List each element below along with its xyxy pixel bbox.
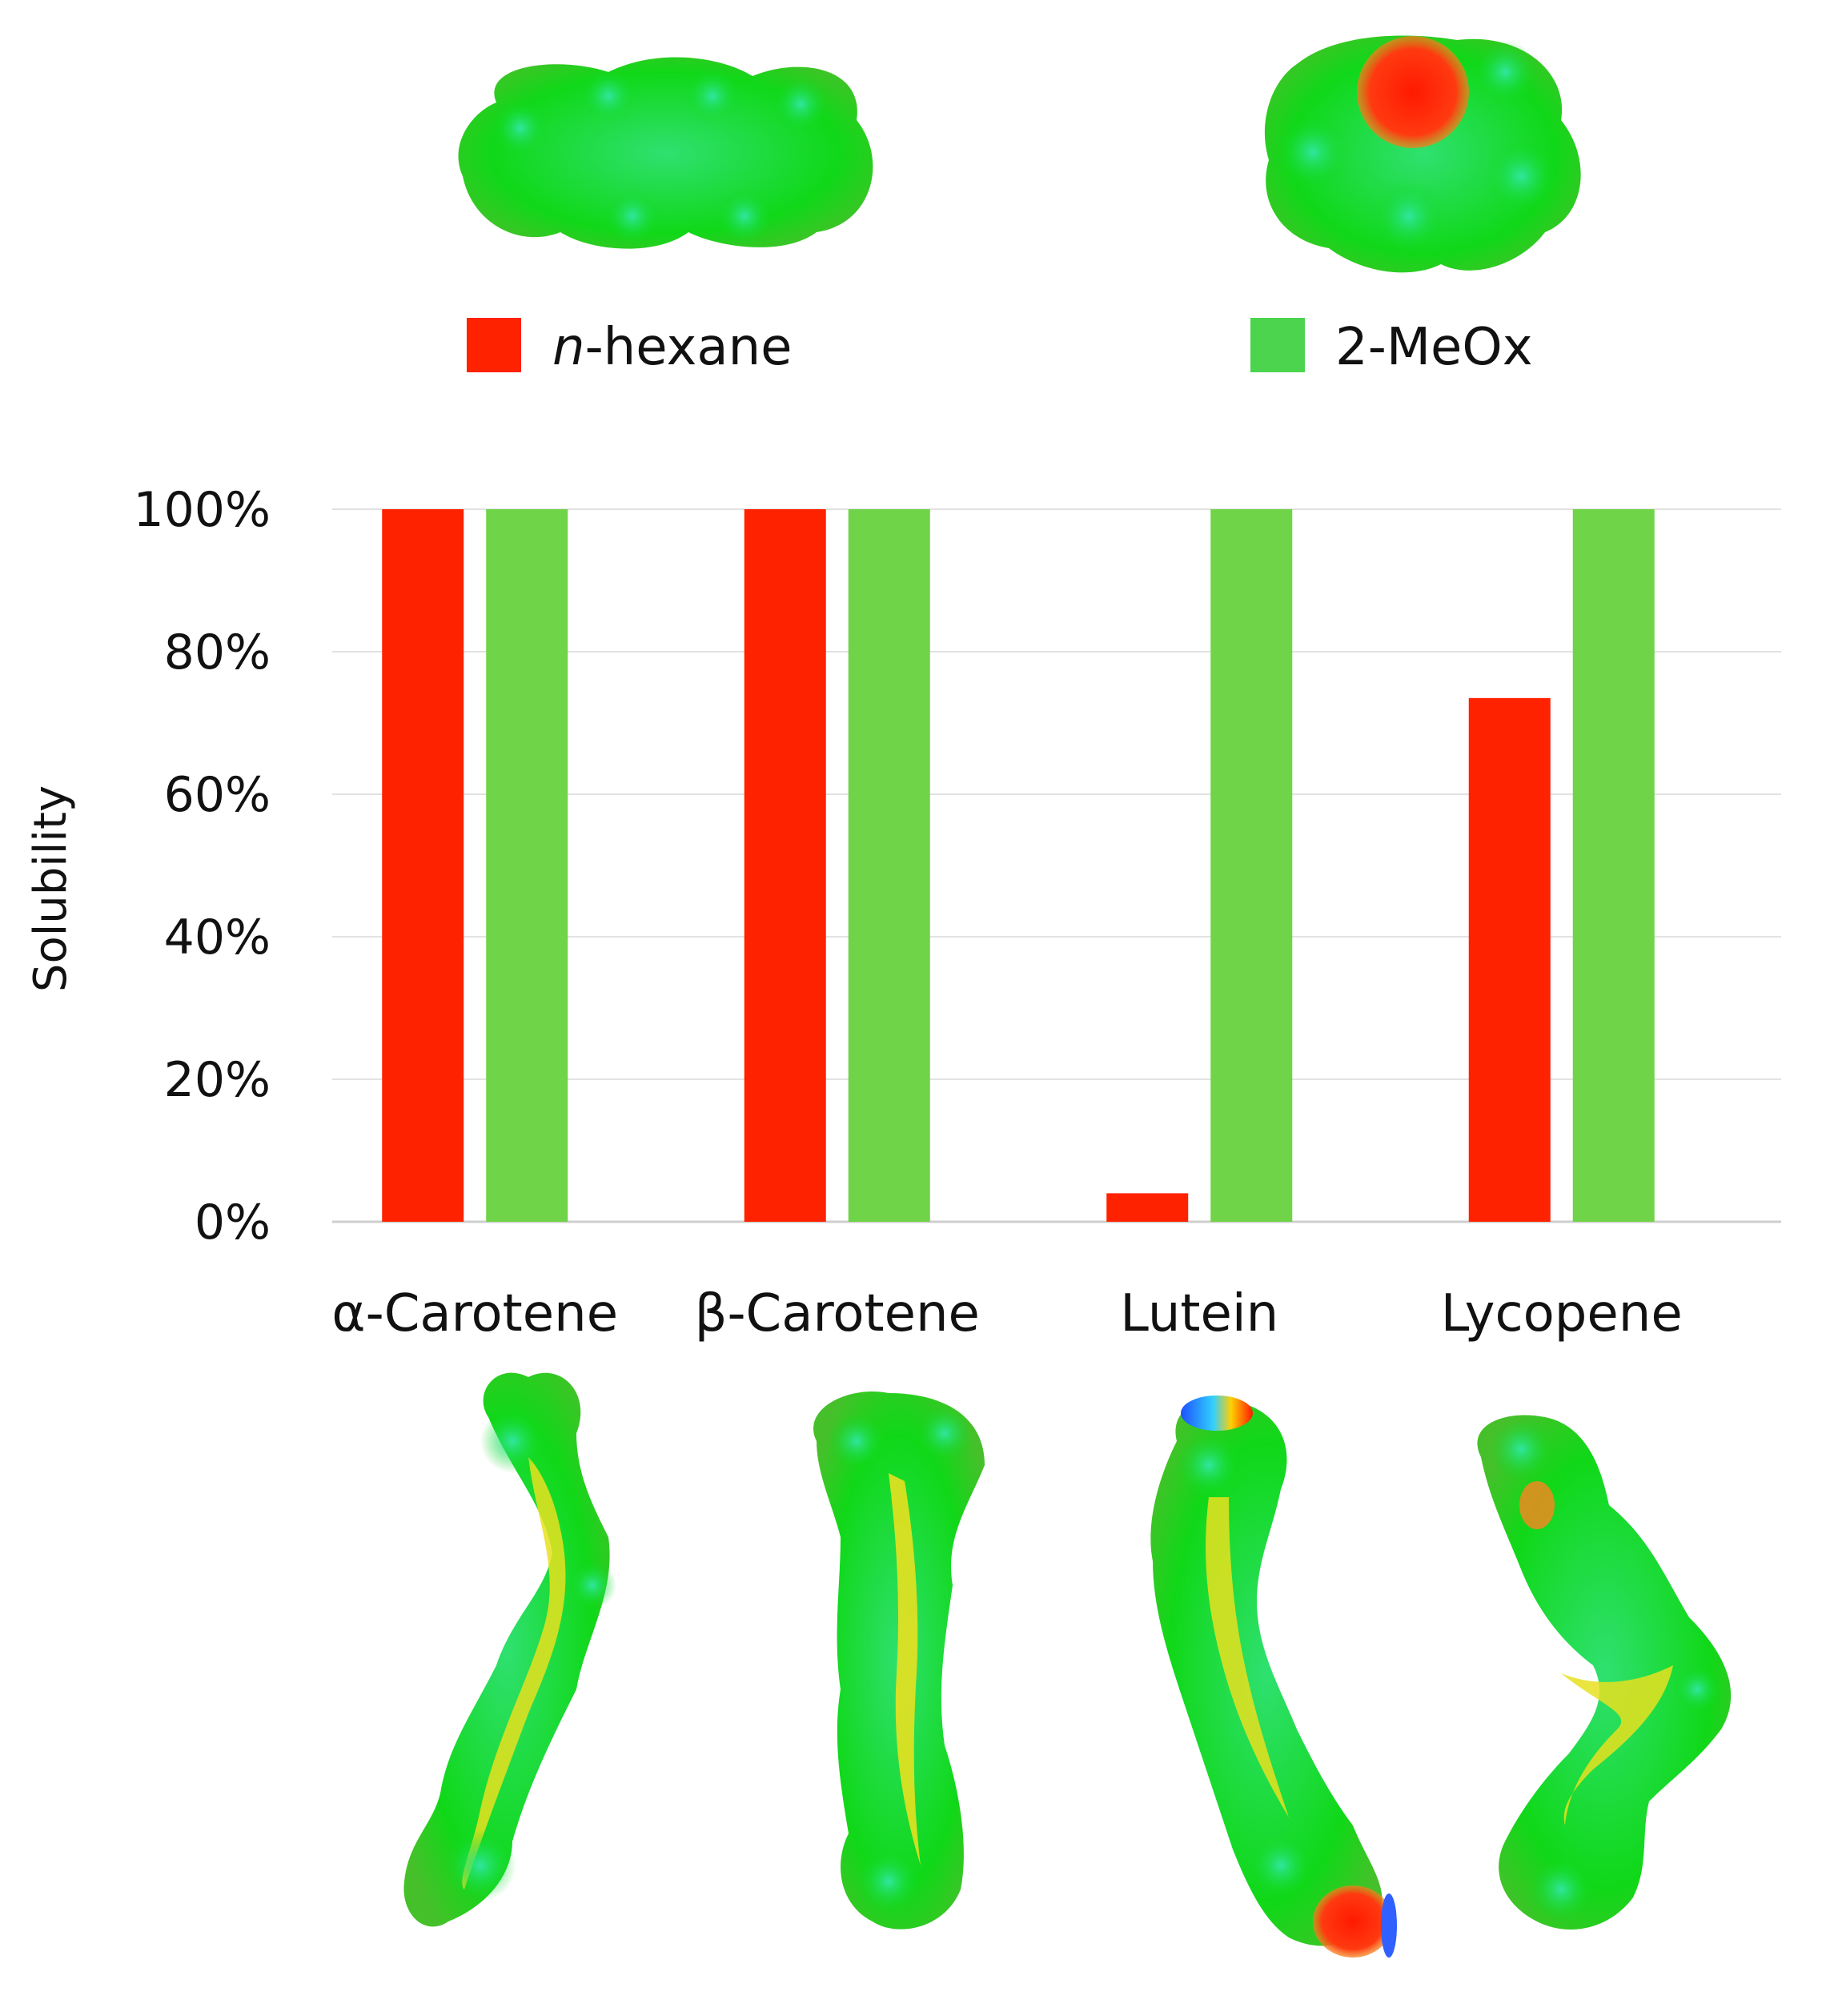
beta-carotene-surface-image xyxy=(813,1392,985,1930)
legend-label-n-hexane-prefix: n xyxy=(552,318,585,377)
2-meox-surface-image xyxy=(1264,35,1581,273)
bar-2-meox-2 xyxy=(1210,509,1293,1222)
bar-n-hexane-3 xyxy=(1468,697,1551,1222)
y-axis-title: Solubility xyxy=(25,785,77,992)
y-tick-label: 0% xyxy=(195,1195,271,1251)
legend-label-n-hexane: n-hexane xyxy=(552,318,793,377)
legend-swatch-n-hexane xyxy=(467,318,521,372)
y-tick-label: 20% xyxy=(164,1052,271,1108)
legend-label-n-hexane-text: -hexane xyxy=(585,318,793,377)
legend-item-n-hexane: n-hexane xyxy=(467,318,793,377)
bar-n-hexane-0 xyxy=(382,509,464,1222)
bars xyxy=(382,509,1655,1222)
x-category-label: β-Carotene xyxy=(695,1284,980,1343)
lycopene-surface-image xyxy=(1477,1415,1732,1930)
bar-2-meox-3 xyxy=(1572,509,1655,1222)
x-axis-labels: α-Carotene β-Carotene Lutein Lycopene xyxy=(331,1284,1682,1343)
y-tick-label: 80% xyxy=(164,624,271,681)
y-tick-label: 100% xyxy=(133,482,271,538)
lutein-surface-image xyxy=(1150,1396,1397,1958)
bar-2-meox-0 xyxy=(486,509,568,1222)
x-category-label: Lycopene xyxy=(1441,1284,1683,1343)
bar-2-meox-1 xyxy=(848,509,930,1222)
n-hexane-surface-image xyxy=(458,57,873,249)
legend-label-2-meox: 2-MeOx xyxy=(1335,318,1533,377)
y-tick-label: 40% xyxy=(164,910,271,966)
legend: n-hexane 2-MeOx xyxy=(467,318,1533,377)
legend-item-2-meox: 2-MeOx xyxy=(1250,318,1533,377)
x-category-label: α-Carotene xyxy=(331,1284,618,1343)
x-category-label: Lutein xyxy=(1120,1284,1278,1343)
bar-n-hexane-1 xyxy=(744,509,826,1222)
legend-swatch-2-meox xyxy=(1250,318,1305,372)
y-axis-ticks: 0% 20% 40% 60% 80% 100% xyxy=(133,482,271,1251)
alpha-carotene-surface-image xyxy=(403,1372,616,1927)
bar-chart: 0% 20% 40% 60% 80% 100% α-Carotene β-Carotene L… xyxy=(25,482,1781,1343)
bar-n-hexane-2 xyxy=(1106,1193,1189,1222)
y-tick-label: 60% xyxy=(164,767,271,823)
